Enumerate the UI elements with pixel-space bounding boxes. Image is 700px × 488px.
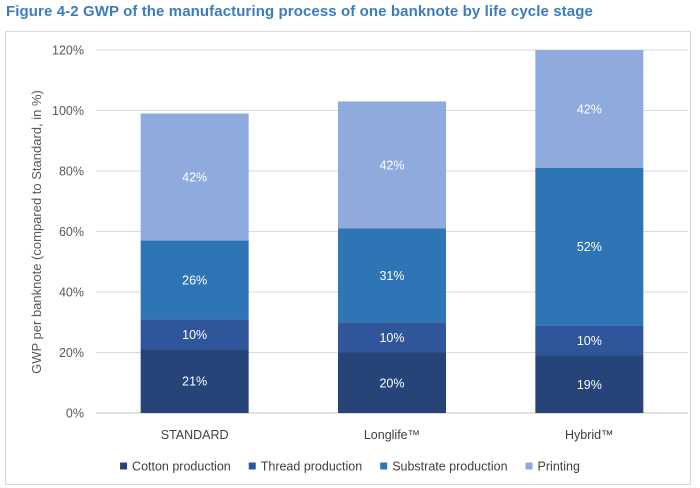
y-tick-label: 40% [59, 286, 84, 300]
legend-swatch [248, 462, 256, 470]
y-tick-label: 60% [59, 225, 84, 239]
y-tick-label: 120% [52, 44, 84, 58]
x-tick-label: Longlife™ [364, 428, 420, 442]
legend-label: Printing [538, 460, 580, 474]
figure-title: Figure 4-2 GWP of the manufacturing proc… [6, 3, 593, 20]
legend-swatch [525, 462, 533, 470]
data-label: 20% [379, 376, 404, 390]
y-tick-label: 80% [59, 165, 84, 179]
data-label: 19% [577, 378, 602, 392]
y-axis-label: GWP per banknote (compared to Standard, … [29, 90, 44, 374]
data-label: 26% [182, 273, 207, 287]
bar-segment [338, 101, 446, 229]
legend-label: Thread production [261, 460, 363, 474]
bar-segment [338, 322, 446, 353]
bar-segment [338, 228, 446, 323]
y-axis-ticks: 0% 20% 40% 60% 80% 100% 120% [52, 44, 84, 421]
y-tick-label: 0% [66, 407, 84, 421]
chart-frame [5, 31, 691, 485]
data-label: 21% [182, 375, 207, 389]
data-label: 10% [379, 331, 404, 345]
bars: 21% 10% 26% 42% 20% 10% 31% 42% 19% 10% 52% 42% [140, 50, 644, 413]
data-label: 10% [182, 328, 207, 342]
bar-segment [140, 319, 249, 350]
legend-swatch [120, 462, 128, 470]
x-tick-label: STANDARD [161, 428, 229, 442]
bar-segment [140, 113, 249, 241]
y-tick-label: 20% [59, 346, 84, 360]
data-label: 31% [379, 269, 404, 283]
legend: Cotton production Thread production Substr… [120, 460, 580, 474]
bar-segment [338, 352, 446, 413]
bar-segment [140, 349, 249, 413]
legend-label: Substrate production [392, 460, 507, 474]
bar-segment [140, 240, 249, 320]
data-label: 52% [577, 240, 602, 254]
bar-segment [535, 167, 644, 326]
legend-label: Cotton production [132, 460, 231, 474]
bar-segment [535, 355, 644, 413]
data-label: 42% [577, 102, 602, 116]
bar-segment [535, 325, 644, 356]
legend-swatch [380, 462, 388, 470]
data-label: 10% [577, 334, 602, 348]
y-tick-label: 100% [52, 104, 84, 118]
data-label: 42% [379, 158, 404, 172]
bar-segment [535, 50, 644, 168]
x-axis-ticks: STANDARD Longlife™ Hybrid™ [161, 428, 614, 442]
data-label: 42% [182, 171, 207, 185]
x-tick-label: Hybrid™ [565, 428, 614, 442]
